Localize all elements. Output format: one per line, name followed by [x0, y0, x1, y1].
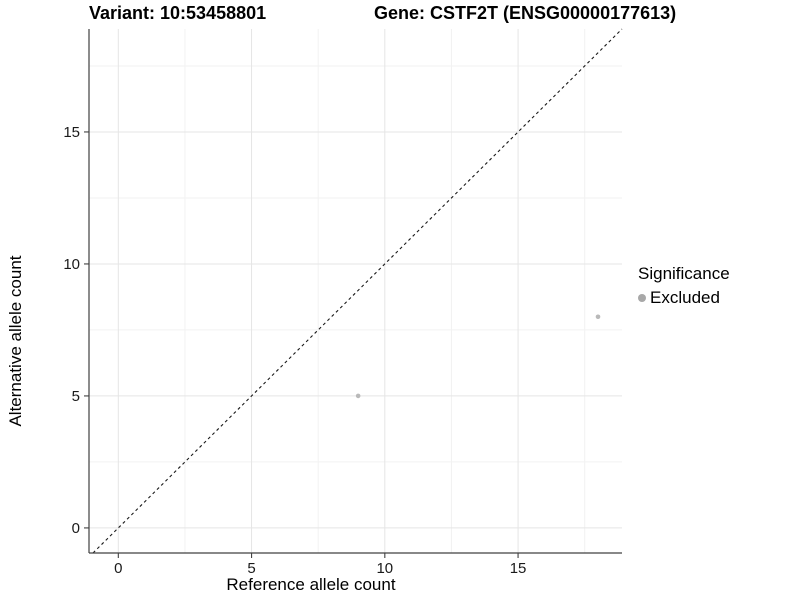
- y-tick-label: 0: [72, 520, 80, 537]
- legend-title: Significance: [638, 264, 730, 283]
- y-tick-label: 10: [63, 256, 80, 273]
- data-point: [595, 314, 601, 320]
- variant-title: Variant: 10:53458801: [89, 3, 267, 23]
- x-tick-label: 10: [376, 560, 393, 577]
- legend-item-excluded: Excluded: [638, 288, 730, 308]
- legend-marker-icon: [638, 294, 646, 302]
- y-axis-title: Alternative allele count: [6, 255, 25, 427]
- identity-line: [92, 28, 623, 554]
- legend-item-label: Excluded: [650, 288, 720, 307]
- x-tick-label: 0: [114, 560, 122, 577]
- data-point: [355, 393, 361, 399]
- x-tick-label: 15: [510, 560, 527, 577]
- x-axis-title: Reference allele count: [226, 575, 396, 594]
- y-tick-label: 15: [63, 124, 80, 141]
- x-tick-label: 5: [247, 560, 255, 577]
- legend: Significance Excluded: [638, 264, 730, 308]
- gene-title: Gene: CSTF2T (ENSG00000177613): [374, 3, 677, 23]
- y-tick-label: 5: [72, 388, 80, 405]
